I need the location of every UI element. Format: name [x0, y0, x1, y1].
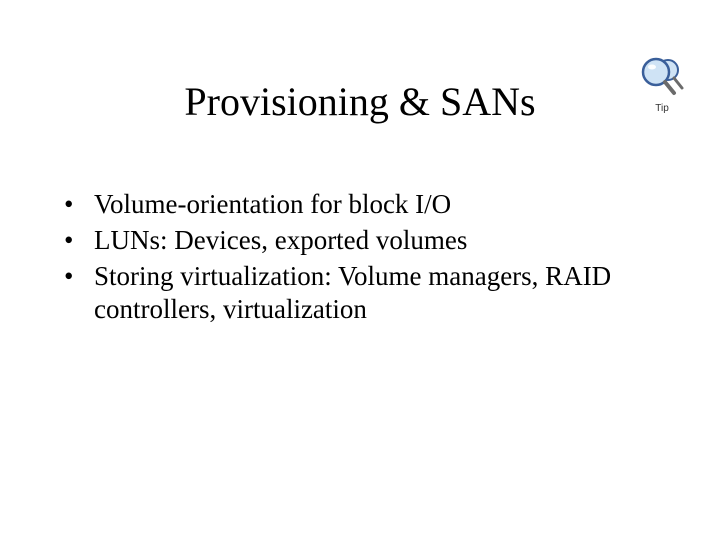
list-item: • Storing virtualization: Volume manager… [60, 260, 620, 328]
list-item: • LUNs: Devices, exported volumes [60, 224, 620, 258]
tip-label: Tip [630, 103, 694, 114]
magnifying-glass-icon [638, 54, 686, 96]
list-item: • Volume-orientation for block I/O [60, 188, 620, 222]
bullet-text: LUNs: Devices, exported volumes [94, 224, 620, 258]
bullet-dot: • [60, 224, 94, 258]
slide-title: Provisioning & SANs [0, 78, 720, 125]
bullet-text: Storing virtualization: Volume managers,… [94, 260, 620, 328]
bullet-dot: • [60, 260, 94, 294]
tip-widget: Tip [630, 54, 694, 114]
bullet-text: Volume-orientation for block I/O [94, 188, 620, 222]
bullet-list: • Volume-orientation for block I/O • LUN… [60, 188, 620, 329]
bullet-dot: • [60, 188, 94, 222]
slide: Provisioning & SANs • Volume-orientation… [0, 0, 720, 540]
